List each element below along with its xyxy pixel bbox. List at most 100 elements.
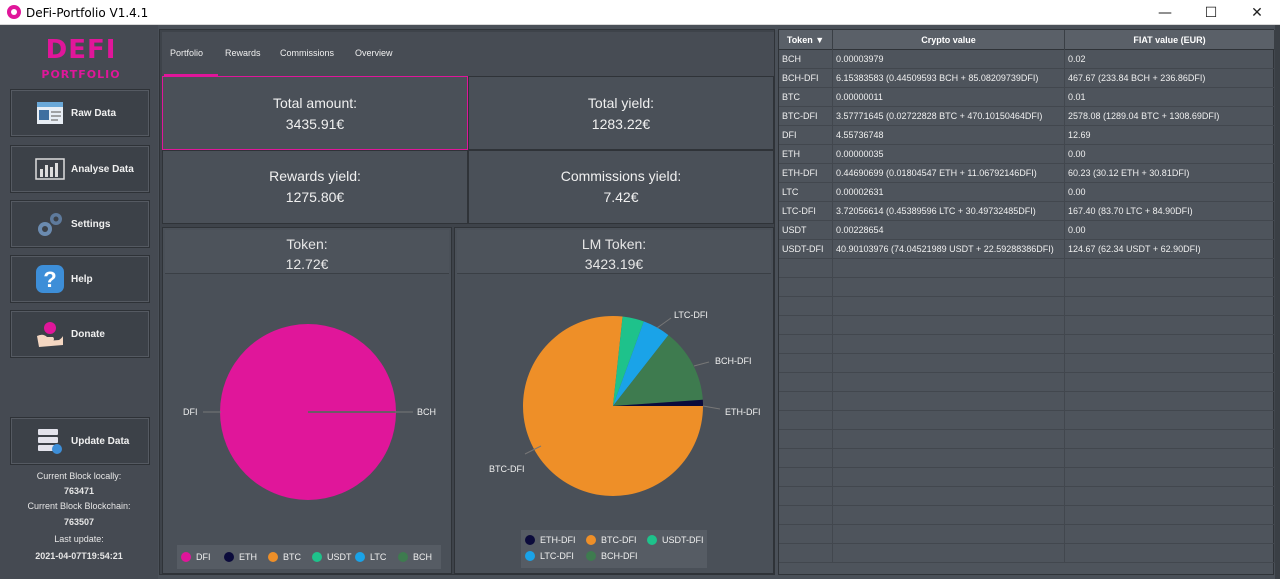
table-row[interactable]: [779, 411, 1275, 430]
table-row[interactable]: BCH 0.00003979 0.02: [779, 50, 1275, 69]
table-row[interactable]: [779, 544, 1275, 563]
column-header-token[interactable]: Token ▼: [779, 30, 833, 50]
crypto-value-cell: [833, 373, 1065, 392]
table-row[interactable]: [779, 259, 1275, 278]
table-row[interactable]: LTC 0.00002631 0.00: [779, 183, 1275, 202]
table-row[interactable]: ETH 0.00000035 0.00: [779, 145, 1275, 164]
token-cell: [779, 373, 833, 392]
tab-rewards[interactable]: Rewards: [225, 48, 261, 58]
table-row[interactable]: USDT 0.00228654 0.00: [779, 221, 1275, 240]
maximize-button[interactable]: ☐: [1204, 4, 1218, 21]
analyse-data-button[interactable]: Analyse Data: [10, 145, 150, 193]
table-row[interactable]: [779, 373, 1275, 392]
table-row[interactable]: LTC-DFI 3.72056614 (0.45389596 LTC + 30.4…: [779, 202, 1275, 221]
legend-item: ETH: [224, 552, 257, 562]
token-cell: BCH: [779, 50, 833, 69]
settings-button[interactable]: Settings: [10, 200, 150, 248]
fiat-value-cell: [1065, 278, 1275, 297]
table-row[interactable]: [779, 525, 1275, 544]
raw-data-button[interactable]: Raw Data: [10, 89, 150, 137]
btc-dfi-label-line: [524, 445, 542, 455]
tab-commissions[interactable]: Commissions: [280, 48, 335, 58]
portfolio-panel: Portfolio Rewards Commissions Overview T…: [159, 29, 775, 575]
help-label: Help: [71, 273, 93, 285]
pie-slice-usdt-dfi[interactable]: [613, 316, 644, 407]
legend-label: ETH: [239, 552, 257, 562]
lm-token-chart-panel: LM Token: 3423.19€ LTC-DFI BCH-DFI ETH-D…: [454, 227, 774, 574]
crypto-value-cell: [833, 297, 1065, 316]
update-data-button[interactable]: Update Data: [10, 417, 150, 465]
pie-slice-bch-dfi[interactable]: [613, 335, 703, 406]
table-row[interactable]: [779, 297, 1275, 316]
crypto-value-cell: [833, 354, 1065, 373]
legend-item: BCH: [398, 552, 432, 562]
token-cell: DFI: [779, 126, 833, 145]
donate-button[interactable]: Donate: [10, 310, 150, 358]
app-icon: [7, 5, 21, 19]
legend-label: BCH: [413, 552, 433, 562]
fiat-value-cell: 2578.08 (1289.04 BTC + 1308.69DFI): [1065, 107, 1275, 126]
tab-portfolio[interactable]: Portfolio: [170, 48, 204, 58]
fiat-value-cell: [1065, 487, 1275, 506]
legend-dot: [647, 535, 657, 545]
token-cell: [779, 487, 833, 506]
pie-slice-ltc-dfi[interactable]: [613, 321, 669, 406]
raw-data-icon: [35, 98, 65, 128]
column-header-fiat[interactable]: FIAT value (EUR): [1065, 30, 1275, 50]
vertical-scrollbar[interactable]: [1275, 25, 1280, 579]
table-row[interactable]: [779, 430, 1275, 449]
lm-legend: ETH-DFI BTC-DFI USDT-DFI LTC-DFI BCH-DFI: [521, 530, 707, 568]
dfi-slice-label: DFI: [183, 407, 198, 417]
block-chain-label: Current Block Blockchain:: [27, 501, 131, 511]
minimize-button[interactable]: —: [1158, 4, 1172, 21]
update-data-label: Update Data: [71, 435, 130, 447]
legend-dot: [586, 535, 596, 545]
table-row[interactable]: [779, 392, 1275, 411]
donate-label: Donate: [71, 328, 105, 340]
legend-dot: [355, 552, 365, 562]
crypto-value-cell: 4.55736748: [833, 126, 1065, 145]
table-row[interactable]: ETH-DFI 0.44690699 (0.01804547 ETH + 11.0…: [779, 164, 1275, 183]
table-row[interactable]: BTC 0.00000011 0.01: [779, 88, 1275, 107]
table-row[interactable]: [779, 354, 1275, 373]
lm-chart-value: 3423.19€: [584, 256, 644, 272]
table-row[interactable]: DFI 4.55736748 12.69: [779, 126, 1275, 145]
table-row[interactable]: BTC-DFI 3.57771645 (0.02722828 BTC + 470.…: [779, 107, 1275, 126]
table-row[interactable]: [779, 449, 1275, 468]
help-button[interactable]: ? Help: [10, 255, 150, 303]
legend-item: LTC-DFI: [525, 551, 574, 561]
token-cell: [779, 506, 833, 525]
legend-dot: [268, 552, 278, 562]
table-row[interactable]: [779, 316, 1275, 335]
close-button[interactable]: ✕: [1251, 4, 1263, 21]
bch-dfi-slice-label: BCH-DFI: [715, 356, 752, 366]
tab-overview[interactable]: Overview: [355, 48, 393, 58]
fiat-value-cell: [1065, 544, 1275, 563]
legend-label: ETH-DFI: [540, 535, 576, 545]
donate-icon: [35, 319, 65, 349]
table-row[interactable]: [779, 335, 1275, 354]
table-row[interactable]: [779, 278, 1275, 297]
pie-slice-btc-dfi[interactable]: [523, 315, 703, 496]
block-chain-value: 763507: [63, 517, 95, 527]
fiat-value-cell: 124.67 (62.34 USDT + 62.90DFI): [1065, 240, 1275, 259]
block-local-label: Current Block locally:: [36, 471, 122, 481]
table-row[interactable]: [779, 487, 1275, 506]
fiat-value-cell: [1065, 468, 1275, 487]
eth-dfi-label-line: [702, 405, 721, 410]
table-row[interactable]: BCH-DFI 6.15383583 (0.44509593 BCH + 85.0…: [779, 69, 1275, 88]
last-update-label: Last update:: [54, 534, 104, 544]
table-row[interactable]: USDT-DFI 40.90103976 (74.04521989 USDT + …: [779, 240, 1275, 259]
table-row[interactable]: [779, 506, 1275, 525]
lm-chart-title: LM Token:: [581, 236, 647, 252]
legend-label: USDT-DFI: [662, 535, 704, 545]
legend-label: DFI: [196, 552, 211, 562]
crypto-value-cell: [833, 430, 1065, 449]
table-row[interactable]: [779, 468, 1275, 487]
logo-main: DEFI: [45, 35, 117, 65]
pie-slice-eth-dfi[interactable]: [613, 399, 704, 406]
legend-dot: [312, 552, 322, 562]
legend-label: LTC: [370, 552, 387, 562]
crypto-value-cell: 0.44690699 (0.01804547 ETH + 11.06792146…: [833, 164, 1065, 183]
column-header-crypto[interactable]: Crypto value: [833, 30, 1065, 50]
